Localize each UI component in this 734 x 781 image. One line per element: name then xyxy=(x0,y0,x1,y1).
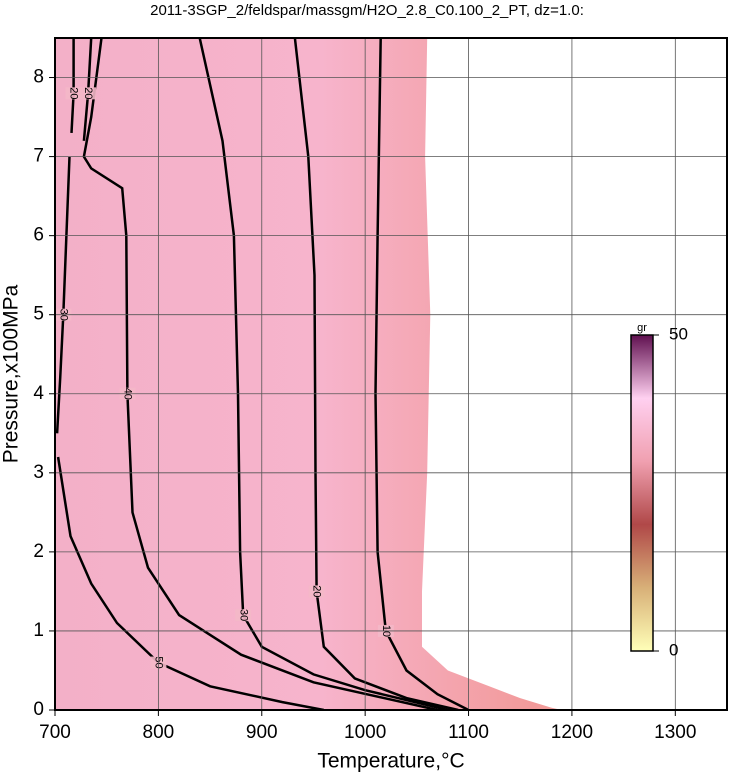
contour-label-bg xyxy=(308,585,325,598)
y-tick-label: 5 xyxy=(33,304,44,325)
contour-label-bg xyxy=(235,609,252,622)
frame xyxy=(54,37,728,711)
filled-region xyxy=(55,38,562,710)
colorbar-tick-label: 50 xyxy=(669,324,688,343)
chart-title: 2011-3SGP_2/feldspar/massgm/H2O_2.8_C0.1… xyxy=(150,2,584,19)
x-axis-label: Temperature,°C xyxy=(317,750,464,773)
contour-label: 20 xyxy=(68,87,80,99)
x-tick-label: 800 xyxy=(143,722,175,743)
colorbar xyxy=(630,334,654,652)
contour-line xyxy=(198,38,449,710)
y-tick-label: 2 xyxy=(33,541,44,562)
x-tick-label: 700 xyxy=(39,722,71,743)
contour-line xyxy=(374,38,470,710)
x-tick-label: 900 xyxy=(246,722,278,743)
y-tick-label: 7 xyxy=(33,146,44,167)
contour-label: 30 xyxy=(237,609,249,621)
contour-label-bg xyxy=(80,87,97,100)
colorbar-tick-label: 0 xyxy=(669,640,678,659)
x-tick-label: 1100 xyxy=(448,722,489,743)
contour-label-bg xyxy=(65,87,82,100)
x-tick-label: 1200 xyxy=(551,722,593,743)
y-axis-label: Pressure,x100MPa xyxy=(0,284,23,463)
contour-line xyxy=(56,456,325,710)
y-tick-label: 1 xyxy=(33,620,44,641)
colorbar-label: gr xyxy=(637,322,647,334)
y-tick-label: 6 xyxy=(33,225,44,246)
contour-label: 20 xyxy=(82,87,94,99)
y-tick-label: 8 xyxy=(33,67,44,88)
x-tick-label: 1000 xyxy=(344,722,386,743)
y-tick-label: 0 xyxy=(33,699,44,720)
contour-label: 20 xyxy=(311,585,323,597)
x-tick-label: 1300 xyxy=(654,722,696,743)
y-tick-label: 4 xyxy=(33,383,44,404)
y-tick-label: 3 xyxy=(33,462,44,483)
